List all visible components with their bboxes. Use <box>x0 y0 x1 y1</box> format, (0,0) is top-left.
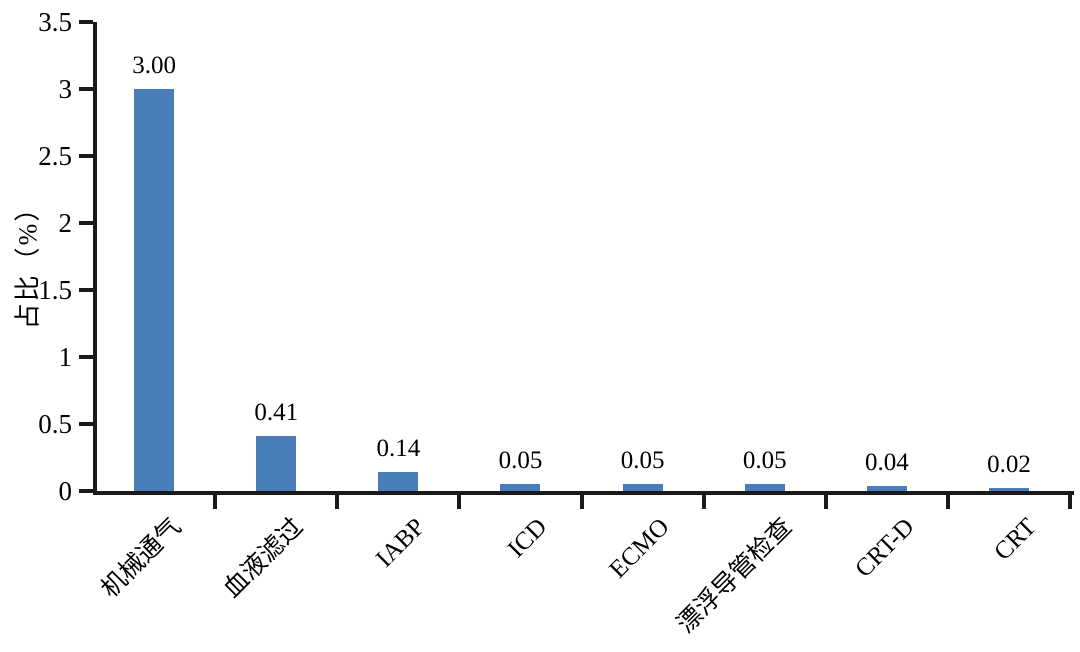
x-category-label: ECMO <box>604 513 675 584</box>
y-tick-label: 2.5 <box>38 141 72 171</box>
bar <box>988 488 1029 491</box>
bar-value-label: 0.41 <box>254 399 299 427</box>
bar-value-label: 3.00 <box>132 52 176 79</box>
bar <box>378 472 419 491</box>
bar-value-label: 0.05 <box>742 447 787 475</box>
x-tick-mark <box>335 491 340 509</box>
x-tick-mark <box>945 491 950 509</box>
x-category-label: CRT-D <box>849 513 920 583</box>
x-category-label: 血液滤过 <box>218 513 309 604</box>
y-axis-line <box>93 22 97 495</box>
x-category-label: 漂浮导管检查 <box>671 513 798 639</box>
y-tick-mark <box>79 489 93 493</box>
bar-value-label: 0.04 <box>864 448 909 476</box>
x-category-label: 机械通气 <box>96 513 187 604</box>
bar <box>744 484 785 491</box>
bar <box>866 485 907 491</box>
bar <box>622 484 663 491</box>
bar-value-label: 0.02 <box>987 451 1031 479</box>
y-tick-mark <box>79 20 93 24</box>
x-tick-mark <box>457 491 462 509</box>
y-tick-label: 1 <box>58 342 73 372</box>
y-tick-mark <box>79 221 93 225</box>
y-tick-mark <box>79 288 93 292</box>
y-tick-label: 3.5 <box>38 7 72 37</box>
x-tick-mark <box>823 491 828 509</box>
y-tick-label: 0 <box>58 476 73 506</box>
bar <box>134 89 175 491</box>
y-tick-label: 2 <box>58 208 73 238</box>
bar <box>256 436 297 491</box>
x-category-label: CRT <box>988 513 1042 566</box>
bar-value-label: 0.14 <box>376 435 421 463</box>
bar <box>500 484 541 491</box>
x-category-label: ICD <box>503 513 553 563</box>
bar-value-label: 0.05 <box>620 447 665 475</box>
y-tick-mark <box>79 355 93 359</box>
y-tick-mark <box>79 154 93 158</box>
x-tick-mark <box>701 491 706 509</box>
x-axis-line <box>93 491 1074 495</box>
y-tick-label: 1.5 <box>38 275 72 305</box>
y-tick-mark <box>79 87 93 91</box>
bar-value-label: 0.05 <box>498 447 543 475</box>
x-tick-mark <box>1068 491 1072 509</box>
y-tick-label: 0.5 <box>38 409 72 439</box>
y-tick-mark <box>79 422 93 426</box>
y-tick-label: 3 <box>58 74 73 104</box>
x-tick-mark <box>579 491 584 509</box>
x-category-label: IABP <box>371 513 431 573</box>
x-tick-mark <box>213 491 218 509</box>
